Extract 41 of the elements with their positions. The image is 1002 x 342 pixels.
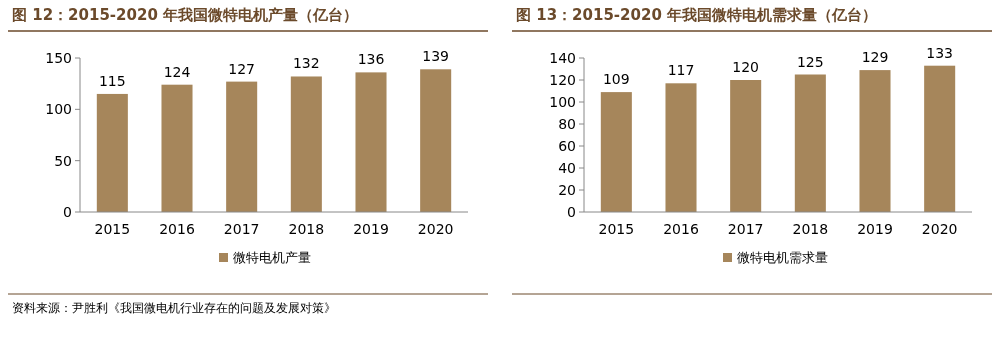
x-tick-label: 2016 bbox=[663, 221, 699, 237]
data-label: 115 bbox=[98, 72, 126, 89]
y-tick-label: 100 bbox=[549, 94, 576, 110]
x-tick-label: 2019 bbox=[353, 221, 389, 237]
y-tick-label: 60 bbox=[558, 138, 576, 154]
y-tick-label: 150 bbox=[45, 50, 72, 66]
data-label: 127 bbox=[228, 60, 256, 77]
x-tick-label: 2015 bbox=[598, 221, 635, 237]
y-tick-label: 140 bbox=[549, 50, 576, 66]
x-tick-label: 2020 bbox=[417, 221, 454, 237]
legend-label: 微特电机产量 bbox=[233, 250, 311, 265]
x-tick-label: 2019 bbox=[857, 221, 893, 237]
y-tick-label: 100 bbox=[45, 101, 72, 118]
data-label: 132 bbox=[292, 55, 320, 72]
y-tick-label: 80 bbox=[558, 116, 576, 132]
x-tick-label: 2017 bbox=[727, 221, 764, 237]
data-label: 117 bbox=[667, 62, 695, 79]
x-tick-label: 2015 bbox=[94, 221, 131, 237]
legend-label: 微特电机需求量 bbox=[737, 250, 828, 265]
x-tick-label: 2017 bbox=[223, 221, 260, 237]
chart-title: 图 12：2015-2020 年我国微特电机产量（亿台） bbox=[12, 6, 359, 24]
y-tick-label: 120 bbox=[549, 72, 576, 88]
x-tick-label: 2018 bbox=[792, 221, 829, 237]
y-tick-label: 20 bbox=[558, 182, 576, 198]
data-label: 139 bbox=[422, 48, 450, 65]
y-tick-label: 0 bbox=[63, 204, 72, 220]
x-tick-label: 2018 bbox=[288, 221, 325, 237]
y-tick-label: 0 bbox=[567, 204, 576, 220]
y-tick-label: 50 bbox=[54, 152, 72, 169]
data-label: 136 bbox=[357, 51, 385, 68]
chart-title: 图 13：2015-2020 年我国微特电机需求量（亿台） bbox=[516, 6, 878, 24]
text: 资料来源：尹胜利《我国微电机行业存在的问题及发展对策》 bbox=[12, 301, 336, 315]
x-tick-label: 2020 bbox=[921, 221, 958, 237]
data-label: 124 bbox=[163, 63, 191, 80]
x-tick-label: 2016 bbox=[159, 221, 195, 237]
data-label: 109 bbox=[602, 71, 630, 88]
y-tick-label: 40 bbox=[558, 160, 576, 176]
data-label: 120 bbox=[732, 59, 760, 75]
data-label: 125 bbox=[796, 53, 824, 70]
data-label: 133 bbox=[926, 44, 954, 61]
data-label: 129 bbox=[861, 49, 889, 66]
